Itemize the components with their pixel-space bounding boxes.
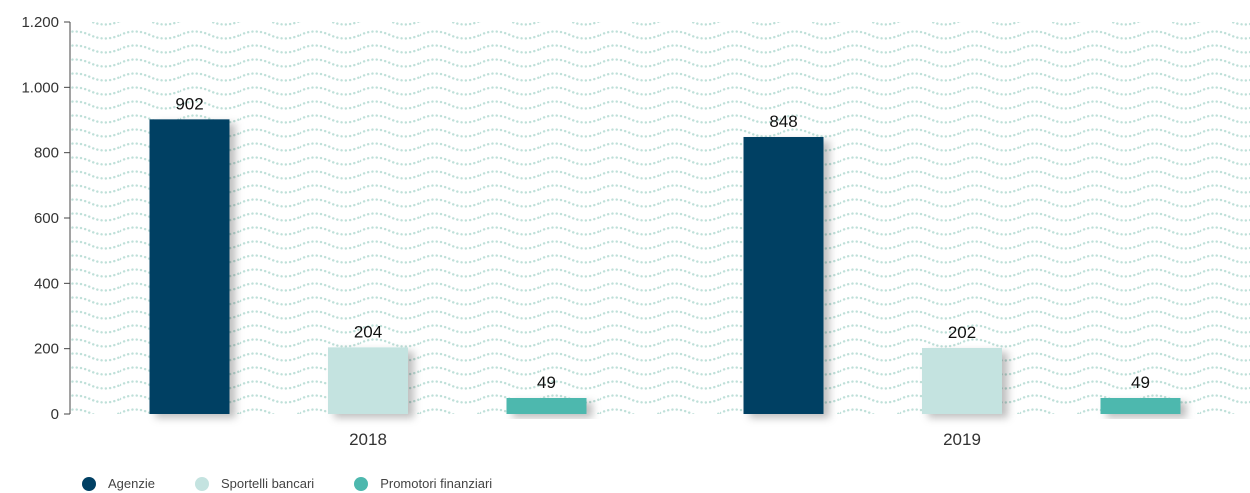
data-label: 49 (1131, 373, 1150, 392)
legend-label: Promotori finanziari (380, 476, 493, 491)
bar (506, 397, 587, 414)
data-label: 204 (354, 322, 382, 341)
bar (922, 348, 1002, 414)
y-tick-label: 1.000 (21, 79, 59, 96)
data-label: 848 (769, 112, 797, 131)
plot-background-pattern (70, 22, 1250, 414)
bar (1100, 397, 1181, 414)
y-tick-label: 200 (34, 341, 59, 358)
y-tick-label: 400 (34, 275, 59, 292)
legend-label: Sportelli bancari (220, 476, 315, 491)
bar-chart: 0 200 400 600 800 1.000 1.200 902 204 49 2018 848 2… (21, 14, 1250, 449)
data-label: 49 (537, 373, 556, 392)
legend-swatch (194, 476, 209, 491)
data-label: 902 (175, 94, 203, 113)
legend-swatch (354, 476, 369, 491)
y-tick-label: 600 (34, 210, 59, 227)
y-tick-label: 1.200 (21, 14, 59, 31)
x-category-label: 2019 (943, 430, 981, 449)
legend: Agenzie Sportelli bancari Promotori finanz… (82, 476, 532, 491)
legend-label: Agenzie (108, 476, 155, 491)
legend-item: Sportelli bancari (194, 476, 315, 491)
legend-item: Agenzie (82, 476, 155, 491)
bar (328, 347, 408, 414)
y-tick-label: 0 (51, 406, 59, 423)
bar (149, 119, 230, 414)
legend-item: Promotori finanziari (354, 476, 492, 491)
x-category-label: 2018 (349, 430, 387, 449)
data-label: 202 (948, 323, 976, 342)
legend-swatch (82, 476, 96, 491)
y-tick-label: 800 (34, 145, 59, 162)
bar (743, 136, 824, 414)
